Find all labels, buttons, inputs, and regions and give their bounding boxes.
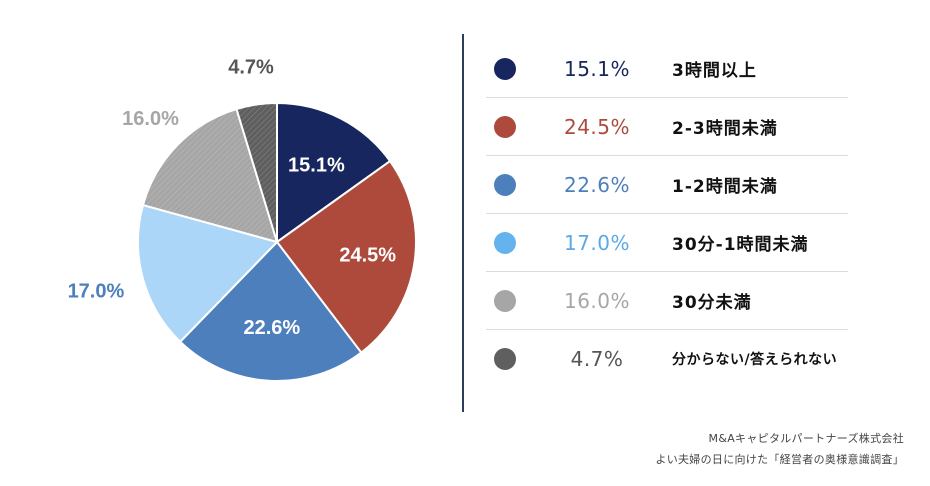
source-company: M&Aキャピタルパートナーズ株式会社 xyxy=(708,432,904,445)
legend-label: 3時間以上 xyxy=(672,61,757,81)
pie-slice-texture xyxy=(142,109,277,242)
divider-line xyxy=(462,34,464,412)
pie-slice-label: 24.5% xyxy=(339,245,396,267)
pie-slice-label: 22.6% xyxy=(243,317,300,339)
pie-slice-label: 16.0% xyxy=(122,108,179,130)
pie-slice-texture xyxy=(236,103,277,242)
pie-slice-label: 17.0% xyxy=(68,280,125,302)
legend-percent: 15.1% xyxy=(563,56,631,81)
legend-percent: 17.0% xyxy=(563,230,631,255)
pie-slice-label: 15.1% xyxy=(288,154,345,176)
source-survey: よい夫婦の日に向けた「経営者の奥様意識調査」 xyxy=(655,453,904,466)
legend-item-3h-plus: 15.1% 3時間以上 xyxy=(486,40,848,98)
legend-item-2-3h: 24.5% 2-3時間未満 xyxy=(486,98,848,156)
legend-label: 2-3時間未満 xyxy=(672,119,778,139)
legend-percent: 4.7% xyxy=(570,347,624,371)
pie-slice-label: 4.7% xyxy=(228,56,274,78)
legend-dot xyxy=(494,231,516,254)
legend-item-under-30m: 16.0% 30分未満 xyxy=(486,272,848,330)
legend-label: 30分-1時間未満 xyxy=(672,235,809,255)
legend-dot xyxy=(494,289,516,312)
legend-percent: 22.6% xyxy=(563,172,631,197)
legend-item-unknown: 4.7% 分からない/答えられない xyxy=(486,330,848,388)
pie-chart: 15.1% 24.5% 22.6% 17.0% 16.0% 4.7% xyxy=(68,56,417,382)
legend-dot xyxy=(494,348,516,370)
pie-slice xyxy=(178,240,363,382)
legend-label: 30分未満 xyxy=(672,293,752,313)
source-note: M&Aキャピタルパートナーズ株式会社 よい夫婦の日に向けた「経営者の奥様意識調査… xyxy=(655,428,904,470)
legend-dot xyxy=(494,57,516,80)
legend-label: 1-2時間未満 xyxy=(672,177,778,197)
legend-dot xyxy=(494,115,516,138)
legend-dot xyxy=(494,173,516,196)
pie-slice xyxy=(275,159,417,354)
pie-slice xyxy=(137,203,279,344)
legend-label: 分からない/答えられない xyxy=(672,352,838,368)
pie-slice xyxy=(276,101,392,244)
legend: 15.1% 3時間以上 24.5% 2-3時間未満 22.6% 1-2時間未満 … xyxy=(486,40,848,388)
legend-item-1-2h: 22.6% 1-2時間未満 xyxy=(486,156,848,214)
legend-item-30m-1h: 17.0% 30分-1時間未満 xyxy=(486,214,848,272)
legend-percent: 24.5% xyxy=(563,114,631,139)
legend-percent: 16.0% xyxy=(563,288,631,313)
